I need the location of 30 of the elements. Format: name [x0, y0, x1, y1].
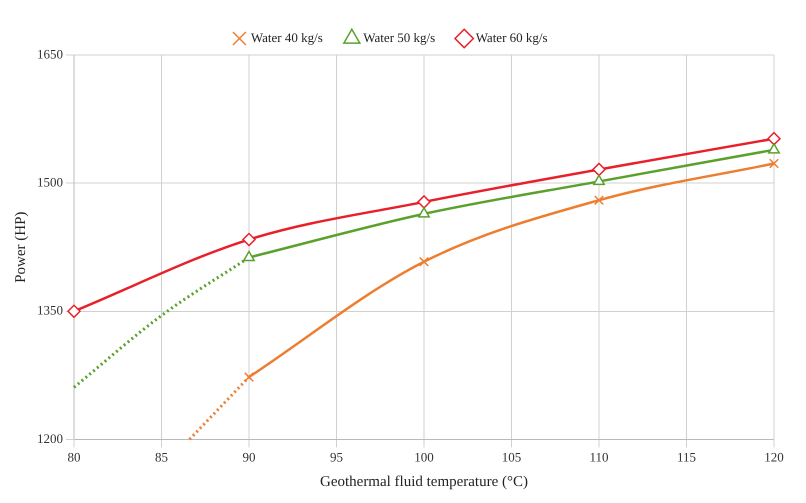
point: [244, 372, 254, 382]
point: [593, 174, 605, 186]
x-tick-label: 120: [764, 450, 784, 465]
x-tick-label: 105: [502, 450, 522, 465]
x-tick-label: 85: [155, 450, 168, 465]
x-tick-label: 95: [330, 450, 343, 465]
point: [768, 143, 780, 154]
x-axis-title: Geothermal fluid temperature (°C): [320, 474, 528, 490]
point: [769, 158, 779, 168]
y-axis-title: Power (HP): [12, 212, 29, 283]
point: [767, 132, 781, 146]
y-tick-label: 1200: [37, 430, 63, 446]
x-tick-label: 80: [68, 450, 80, 465]
point: [418, 207, 430, 218]
point: [592, 162, 606, 176]
y-tick-label: 1650: [37, 46, 63, 62]
point: [243, 250, 255, 262]
point: [417, 195, 431, 209]
x-tick-label: 90: [242, 450, 256, 465]
y-tick-label: 1500: [37, 174, 63, 190]
legend-label: Water 60 kg/s: [476, 30, 548, 45]
legend-label: Water 40 kg/s: [250, 30, 323, 45]
x-tick-label: 100: [414, 450, 434, 465]
point: [242, 232, 256, 246]
legend-label: Water 50 kg/s: [363, 30, 436, 45]
x-tick-label: 115: [676, 450, 696, 465]
point: [419, 256, 429, 267]
point: [594, 195, 604, 206]
x-tick-label: 110: [589, 450, 609, 465]
y-tick-label: 1350: [37, 302, 63, 318]
